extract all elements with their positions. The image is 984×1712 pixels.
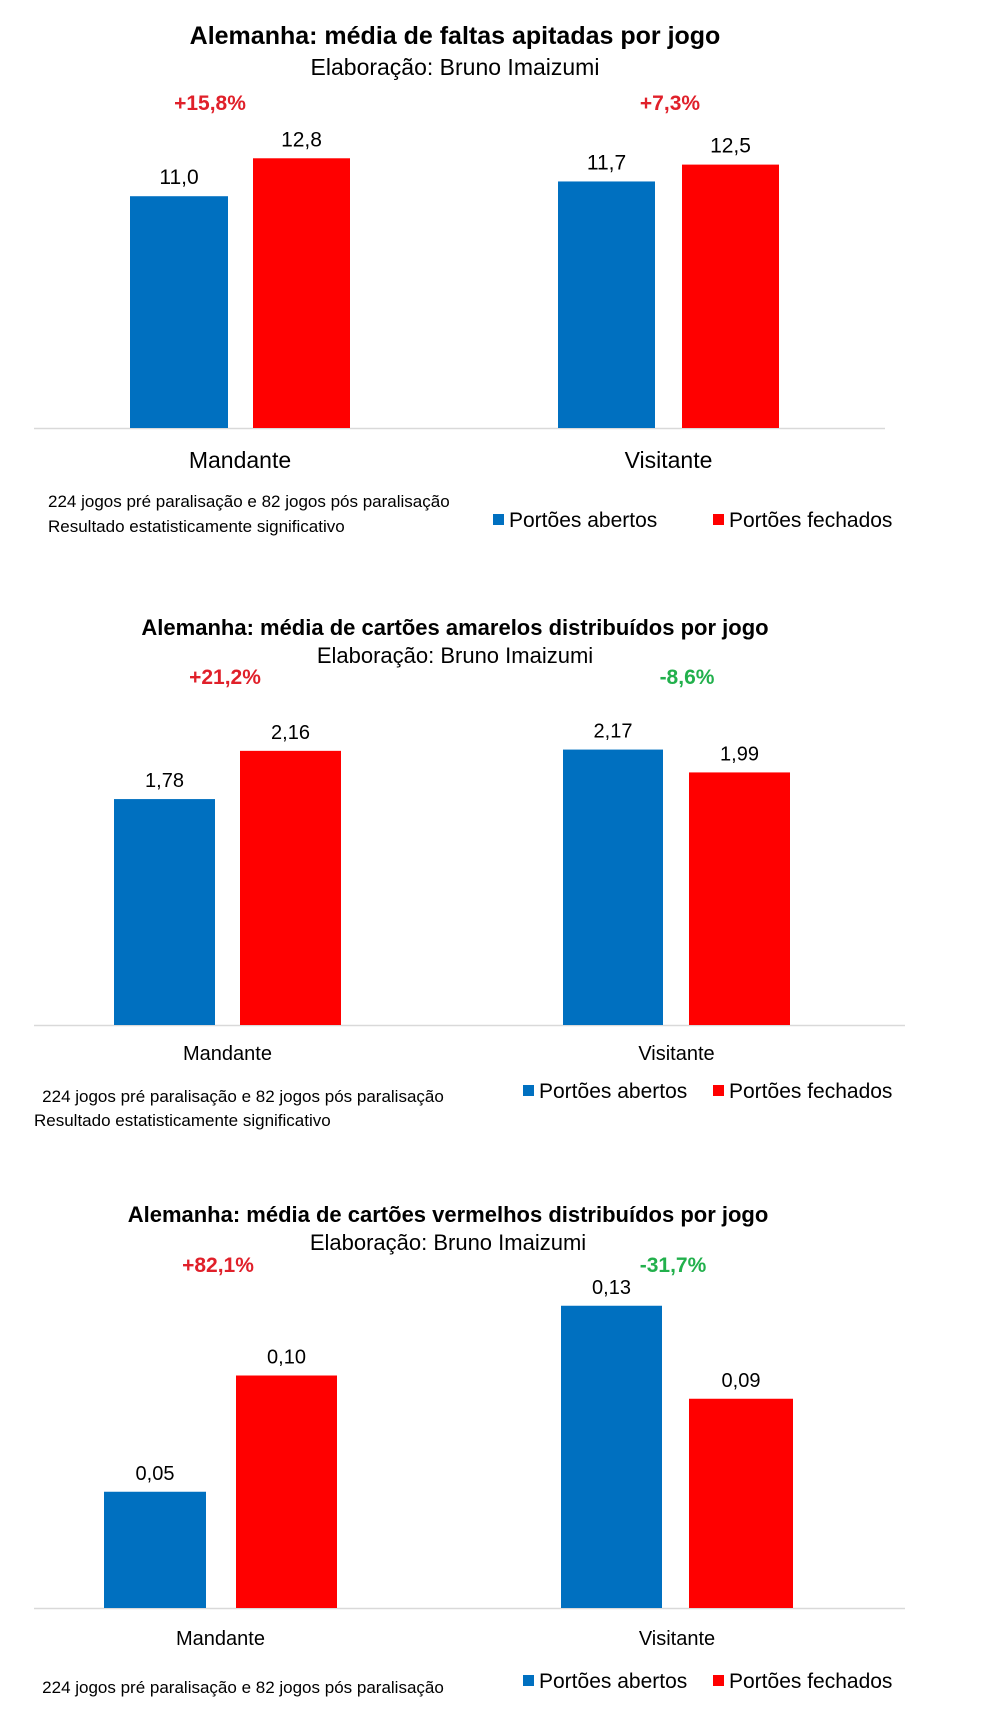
data-label: 0,09: [722, 1370, 761, 1392]
bar: [253, 158, 350, 429]
bar: [558, 181, 655, 428]
chart-cartoes-amarelos: Alemanha: média de cartões amarelos dist…: [34, 615, 905, 1130]
chart-note: Resultado estatisticamente significativo: [48, 517, 345, 536]
category-label: Mandante: [176, 1628, 265, 1650]
data-label: 2,16: [271, 722, 310, 744]
data-label: 2,17: [594, 721, 633, 743]
chart-title: Alemanha: média de cartões vermelhos dis…: [128, 1202, 769, 1227]
bar: [240, 750, 341, 1025]
legend-label: Portões abertos: [539, 1080, 687, 1103]
data-label: 1,99: [720, 743, 759, 765]
change-label: +7,3%: [640, 92, 700, 115]
bar: [689, 772, 790, 1025]
legend-swatch: [713, 1085, 724, 1096]
change-label: +82,1%: [182, 1254, 254, 1277]
bar: [561, 1305, 662, 1608]
change-label: -8,6%: [660, 666, 715, 689]
bar: [563, 749, 663, 1025]
bar: [682, 164, 779, 428]
data-label: 0,05: [136, 1463, 175, 1485]
bar: [104, 1491, 206, 1608]
chart-subtitle: Elaboração: Bruno Imaizumi: [310, 1230, 586, 1255]
data-label: 11,0: [159, 166, 198, 189]
bar: [130, 196, 228, 428]
data-label: 0,10: [267, 1347, 306, 1369]
change-label: -31,7%: [640, 1254, 707, 1277]
data-label: 12,5: [710, 135, 751, 158]
change-label: +21,2%: [189, 666, 261, 689]
legend-label: Portões abertos: [539, 1670, 687, 1693]
chart-subtitle: Elaboração: Bruno Imaizumi: [317, 643, 593, 668]
chart-note: 224 jogos pré paralisação e 82 jogos pós…: [42, 1678, 444, 1697]
legend-swatch: [523, 1675, 534, 1686]
legend-label: Portões fechados: [729, 1080, 892, 1103]
chart-title: Alemanha: média de cartões amarelos dist…: [141, 615, 768, 640]
chart-note: Resultado estatisticamente significativo: [34, 1111, 331, 1130]
category-label: Visitante: [625, 447, 713, 473]
data-label: 11,7: [587, 151, 626, 174]
bar: [114, 799, 215, 1025]
chart-note: 224 jogos pré paralisação e 82 jogos pós…: [48, 492, 450, 511]
bar: [689, 1398, 793, 1608]
change-label: +15,8%: [174, 92, 246, 115]
legend-label: Portões fechados: [729, 1670, 892, 1693]
legend-label: Portões fechados: [729, 509, 892, 532]
data-label: 0,13: [592, 1277, 631, 1299]
legend-swatch: [713, 514, 724, 525]
chart-note: 224 jogos pré paralisação e 82 jogos pós…: [42, 1087, 444, 1106]
chart-cartoes-vermelhos: Alemanha: média de cartões vermelhos dis…: [34, 1202, 905, 1697]
category-label: Mandante: [183, 1043, 272, 1065]
data-label: 1,78: [145, 770, 184, 792]
chart-faltas: Alemanha: média de faltas apitadas por j…: [34, 22, 892, 536]
legend-swatch: [493, 514, 504, 525]
chart-subtitle: Elaboração: Bruno Imaizumi: [311, 54, 600, 80]
data-label: 12,8: [281, 128, 322, 151]
legend-swatch: [713, 1675, 724, 1686]
category-label: Visitante: [638, 1043, 714, 1065]
bar: [236, 1375, 337, 1608]
category-label: Mandante: [189, 447, 291, 473]
chart-title: Alemanha: média de faltas apitadas por j…: [190, 22, 721, 50]
category-label: Visitante: [639, 1628, 715, 1650]
legend-label: Portões abertos: [509, 509, 657, 532]
legend-swatch: [523, 1085, 534, 1096]
